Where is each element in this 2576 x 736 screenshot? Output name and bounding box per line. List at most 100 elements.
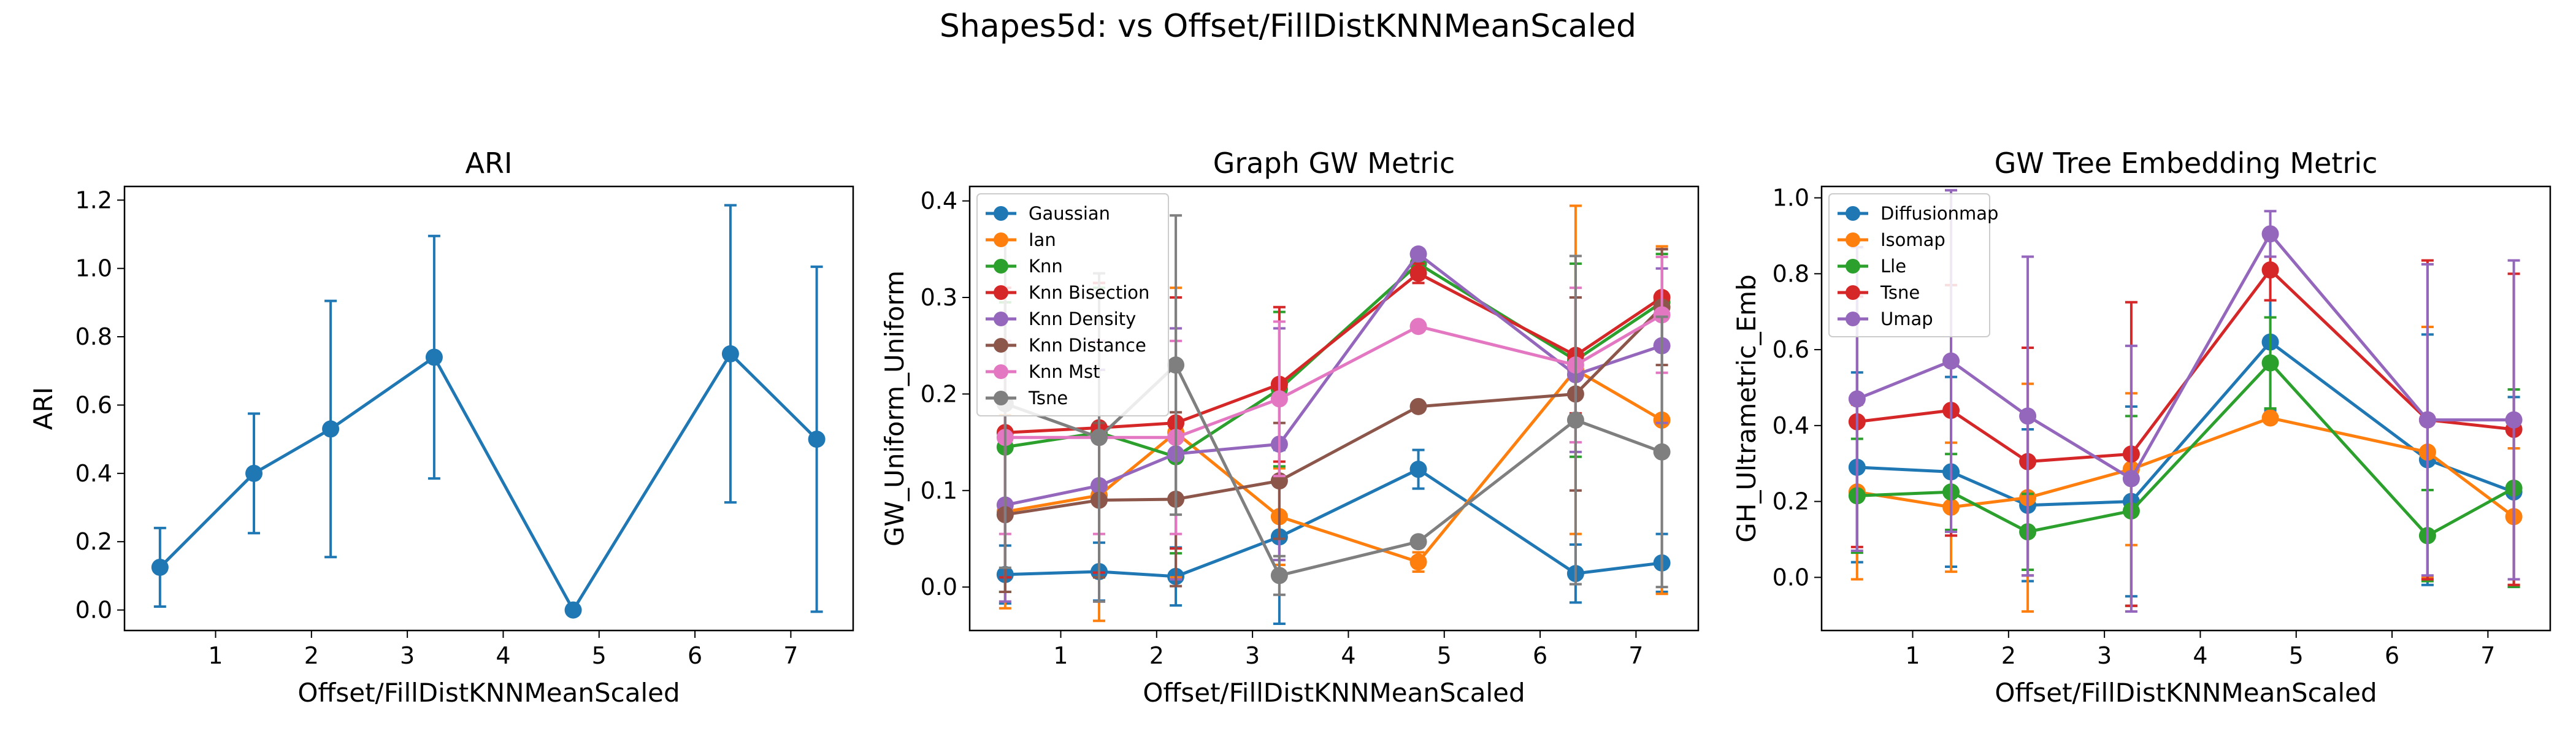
legend-item: Isomap — [1838, 229, 1945, 250]
legend-item: Knn Distance — [986, 335, 1146, 356]
x-tick-label: 2 — [304, 642, 319, 669]
legend-marker — [994, 391, 1008, 405]
y-tick-label: 0.8 — [1773, 260, 1809, 287]
data-point — [1409, 397, 1427, 415]
data-point — [1409, 553, 1427, 571]
x-tick-label: 3 — [1245, 642, 1260, 669]
legend-label: Knn Bisection — [1029, 282, 1149, 303]
data-point — [151, 558, 169, 576]
subplot-3: GW Tree Embedding Metric 1 2 3 4 5 6 7 0.0 0.2 0.4… — [1731, 147, 2551, 708]
y-axis-label: GH_Ultrametric_Emb — [1731, 274, 1761, 542]
data-point — [1653, 306, 1671, 324]
x-tick-label: 2 — [2001, 642, 2016, 669]
y-tick-label: 0.6 — [75, 391, 112, 418]
data-point — [2261, 261, 2279, 279]
data-point — [2261, 225, 2279, 243]
x-tick-label: 6 — [688, 642, 702, 669]
data-point — [1848, 390, 1866, 408]
data-point — [1409, 245, 1427, 263]
legend-marker — [1846, 206, 1860, 221]
y-tick-label: 0.4 — [75, 460, 112, 487]
legend-frame — [976, 193, 1169, 416]
data-point — [808, 431, 826, 448]
legend-marker — [1846, 285, 1860, 300]
legend-item: Knn Bisection — [986, 282, 1149, 303]
data-point — [1409, 533, 1427, 551]
legend-marker — [1846, 259, 1860, 274]
x-axis-label: Offset/FillDistKNNMeanScaled — [1995, 678, 2377, 708]
legend-marker — [994, 364, 1008, 379]
x-tick-label: 7 — [783, 642, 798, 669]
subplot-1: ARI 1 2 3 4 5 6 7 0.0 0.2 0.4 0.6 0.8 1.0 1.2 Offset/Fi… — [28, 147, 854, 708]
legend-label: Diffusionmap — [1880, 203, 1998, 224]
data-point — [322, 420, 340, 438]
y-tick-label: 1.0 — [1773, 185, 1809, 212]
y-tick-label: 0.4 — [1773, 412, 1809, 439]
legend-item: Knn — [986, 256, 1063, 277]
legend-frame — [1828, 193, 1990, 337]
legend-label: Knn Mst — [1029, 361, 1100, 382]
x-tick-label: 4 — [1341, 642, 1355, 669]
x-tick-label: 5 — [1437, 642, 1452, 669]
y-tick-label: 0.8 — [75, 323, 112, 350]
x-tick-label: 4 — [496, 642, 510, 669]
y-axis-label: GW_Uniform_Uniform — [880, 270, 910, 546]
legend-marker — [994, 338, 1008, 353]
data-point — [2261, 409, 2279, 427]
data-point — [721, 345, 739, 362]
data-point — [245, 464, 263, 482]
subplot-2: Graph GW Metric 1 2 3 4 5 6 7 0.0 0.1 0.2 0.3 0.4 Off… — [880, 147, 1700, 708]
y-tick-label: 0.3 — [921, 284, 957, 311]
legend-marker — [994, 259, 1008, 274]
x-tick-label: 3 — [2097, 642, 2112, 669]
data-point — [1653, 443, 1671, 461]
x-tick-label: 1 — [1053, 642, 1068, 669]
axes-frame — [123, 185, 854, 632]
data-point — [1091, 429, 1108, 447]
x-tick-label: 6 — [1533, 642, 1547, 669]
legend-marker — [994, 206, 1008, 221]
y-tick-label: 0.0 — [75, 597, 112, 624]
y-tick-label: 0.2 — [75, 528, 112, 555]
legend-label: Gaussian — [1029, 203, 1110, 224]
data-point — [1270, 567, 1288, 585]
series-1 — [151, 204, 826, 619]
legend-label: Isomap — [1880, 229, 1945, 250]
data-point — [2122, 470, 2140, 488]
legend-marker — [994, 312, 1008, 326]
legend-item: Umap — [1838, 309, 1933, 329]
y-tick-label: 0.0 — [921, 573, 957, 600]
legend-label: Knn Density — [1029, 309, 1136, 329]
x-tick-label: 2 — [1149, 642, 1164, 669]
legend-item: Ian — [986, 229, 1056, 250]
y-tick-label: 0.0 — [1773, 564, 1809, 591]
y-tick-label: 0.6 — [1773, 336, 1809, 363]
data-point — [1270, 390, 1288, 408]
data-point — [1409, 461, 1427, 478]
legend-item: Gaussian — [986, 203, 1110, 224]
legend-item: Tsne — [1838, 282, 1920, 303]
figure-suptitle: Shapes5d: vs Offset/FillDistKNNMeanScale… — [940, 8, 1636, 45]
y-tick-label: 1.2 — [75, 186, 112, 213]
legend-item: Diffusionmap — [1838, 203, 1998, 224]
data-point — [1167, 356, 1185, 374]
legend-item: Lle — [1838, 256, 1906, 277]
legend: Diffusionmap Isomap Lle Tsne Umap — [1828, 193, 1998, 337]
plot-area — [1848, 189, 2523, 613]
axes-frame — [968, 185, 1700, 632]
y-tick-label: 1.0 — [75, 255, 112, 282]
x-tick-label: 3 — [400, 642, 415, 669]
subplot-title: GW Tree Embedding Metric — [1995, 147, 2378, 180]
legend-label: Knn — [1029, 256, 1063, 277]
axes-frame — [1820, 185, 2551, 632]
y-tick-label: 0.2 — [1773, 488, 1809, 515]
legend-label: Tsne — [1880, 282, 1920, 303]
x-axis-label: Offset/FillDistKNNMeanScaled — [1143, 678, 1525, 708]
data-point — [1566, 411, 1584, 429]
data-point — [2505, 411, 2523, 429]
legend-label: Ian — [1029, 229, 1056, 250]
legend-marker — [994, 285, 1008, 300]
legend: Gaussian Ian Knn Knn Bisection Knn Density Kn… — [976, 193, 1169, 416]
legend-label: Lle — [1880, 256, 1906, 277]
